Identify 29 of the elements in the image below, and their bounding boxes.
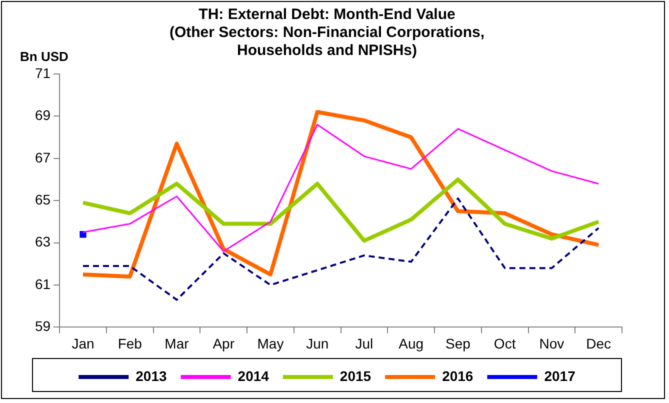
text: Households and NPISHs) — [236, 42, 418, 60]
y-tick-label: 67 — [34, 149, 51, 166]
legend-label: 2017 — [544, 368, 576, 384]
legend-label: 2016 — [442, 368, 474, 384]
x-tick-label: Apr — [212, 335, 235, 352]
x-tick-label: Jun — [306, 335, 329, 352]
legend-label: 2014 — [238, 368, 270, 384]
text: (Other Sectors: Non-Financial Corporations, — [169, 24, 485, 42]
x-tick-label: May — [257, 335, 284, 352]
y-tick-label: 71 — [34, 64, 51, 81]
y-tick-label: 63 — [34, 234, 51, 250]
x-tick-label: Sep — [446, 335, 471, 352]
y-tick-label: 59 — [34, 318, 51, 334]
line-series — [82, 197, 600, 301]
legend-label: 2013 — [136, 368, 167, 384]
x-tick-label: Jul — [355, 335, 374, 352]
legend-label: 2015 — [340, 368, 372, 384]
x-tick-label: Nov — [539, 335, 564, 352]
text: TH: External Debt: Month-End Value — [198, 6, 456, 24]
y-tick-label: 61 — [34, 276, 51, 292]
x-tick-label: Aug — [398, 335, 424, 352]
x-tick-label: Feb — [118, 335, 142, 352]
y-tick-label: 69 — [34, 107, 51, 124]
y-axis-title: Bn USD — [20, 49, 68, 64]
x-tick-label: Dec — [586, 335, 612, 352]
x-tick-label: Jan — [72, 335, 94, 352]
x-tick-label: Oct — [494, 335, 516, 352]
x-tick-label: Mar — [164, 335, 190, 352]
y-tick-label: 65 — [34, 191, 51, 208]
